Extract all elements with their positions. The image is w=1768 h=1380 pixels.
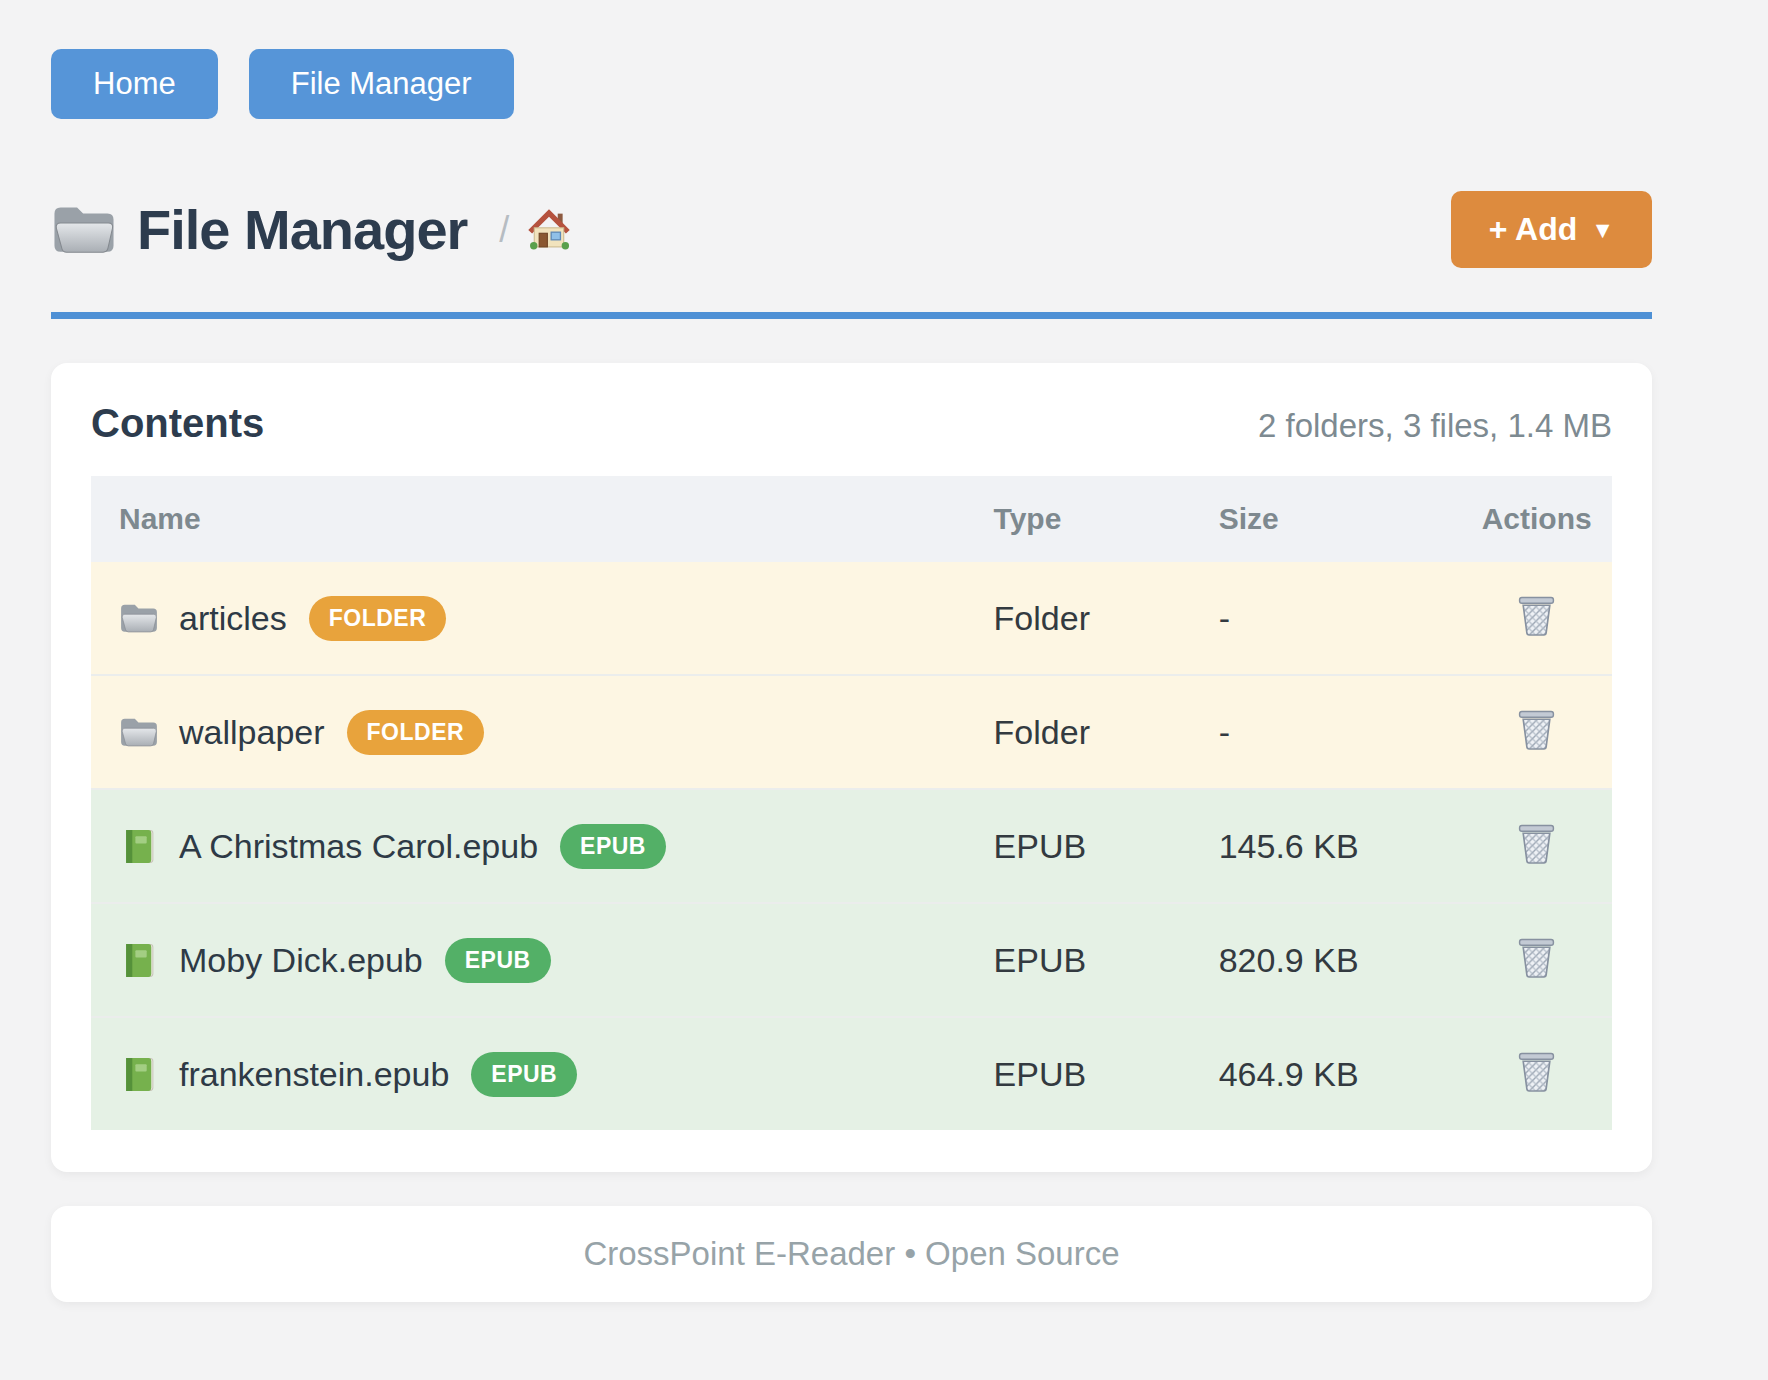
footer-card: CrossPoint E-Reader • Open Source xyxy=(51,1206,1652,1302)
file-type-badge: FOLDER xyxy=(309,596,447,641)
column-header-size: Size xyxy=(1191,476,1462,562)
contents-card: Contents 2 folders, 3 files, 1.4 MB Name… xyxy=(51,363,1652,1172)
book-icon xyxy=(119,942,159,979)
breadcrumb: / xyxy=(499,206,573,254)
trash-icon xyxy=(1518,824,1555,865)
table-header-row: Name Type Size Actions xyxy=(91,476,1612,562)
table-row[interactable]: articles FOLDER Folder - xyxy=(91,562,1612,675)
file-size: - xyxy=(1191,562,1462,675)
file-manager-button[interactable]: File Manager xyxy=(249,49,514,119)
file-name[interactable]: articles xyxy=(179,599,287,638)
trash-icon xyxy=(1518,1052,1555,1093)
add-button[interactable]: + Add ▼ xyxy=(1451,191,1652,268)
table-row[interactable]: frankenstein.epub EPUB EPUB 464.9 KB xyxy=(91,1017,1612,1130)
file-type-badge: EPUB xyxy=(560,824,666,869)
page: Home File Manager File Manager / xyxy=(0,0,1703,1302)
trash-icon xyxy=(1518,938,1555,979)
contents-heading: Contents xyxy=(91,401,264,446)
file-size: 464.9 KB xyxy=(1191,1017,1462,1130)
contents-card-header: Contents 2 folders, 3 files, 1.4 MB xyxy=(91,401,1612,446)
column-header-type: Type xyxy=(966,476,1191,562)
breadcrumb-separator: / xyxy=(499,209,509,251)
file-name[interactable]: Moby Dick.epub xyxy=(179,941,423,980)
file-table: Name Type Size Actions articles FOLDER F… xyxy=(91,476,1612,1130)
page-header: File Manager / + Add ▼ xyxy=(51,191,1652,268)
file-type: EPUB xyxy=(966,903,1191,1017)
page-title: File Manager xyxy=(137,197,467,262)
trash-icon xyxy=(1518,596,1555,637)
file-type-badge: EPUB xyxy=(471,1052,577,1097)
column-header-name: Name xyxy=(91,476,966,562)
file-name[interactable]: A Christmas Carol.epub xyxy=(179,827,538,866)
book-icon xyxy=(119,828,159,865)
table-row[interactable]: A Christmas Carol.epub EPUB EPUB 145.6 K… xyxy=(91,789,1612,903)
file-name[interactable]: frankenstein.epub xyxy=(179,1055,449,1094)
table-row[interactable]: wallpaper FOLDER Folder - xyxy=(91,675,1612,789)
file-size: 820.9 KB xyxy=(1191,903,1462,1017)
add-button-label: + Add xyxy=(1489,211,1578,248)
file-type-badge: EPUB xyxy=(445,938,551,983)
trash-icon xyxy=(1518,710,1555,751)
column-header-actions: Actions xyxy=(1461,476,1612,562)
delete-button[interactable] xyxy=(1514,706,1559,755)
footer-text: CrossPoint E-Reader • Open Source xyxy=(583,1235,1119,1273)
folder-icon xyxy=(119,602,159,635)
top-nav: Home File Manager xyxy=(51,49,1703,119)
folder-icon xyxy=(119,716,159,749)
delete-button[interactable] xyxy=(1514,934,1559,983)
file-size: - xyxy=(1191,675,1462,789)
folder-icon xyxy=(51,202,117,258)
contents-summary: 2 folders, 3 files, 1.4 MB xyxy=(1258,407,1612,445)
table-row[interactable]: Moby Dick.epub EPUB EPUB 820.9 KB xyxy=(91,903,1612,1017)
file-table-body: articles FOLDER Folder - wallpaper FOL xyxy=(91,562,1612,1130)
delete-button[interactable] xyxy=(1514,592,1559,641)
file-type-badge: FOLDER xyxy=(347,710,485,755)
file-name[interactable]: wallpaper xyxy=(179,713,325,752)
home-icon[interactable] xyxy=(525,206,573,254)
home-button[interactable]: Home xyxy=(51,49,218,119)
book-icon xyxy=(119,1056,159,1093)
title-divider xyxy=(51,312,1652,319)
file-type: EPUB xyxy=(966,1017,1191,1130)
file-type: Folder xyxy=(966,562,1191,675)
chevron-down-icon: ▼ xyxy=(1591,217,1614,244)
file-size: 145.6 KB xyxy=(1191,789,1462,903)
delete-button[interactable] xyxy=(1514,1048,1559,1097)
file-type: Folder xyxy=(966,675,1191,789)
delete-button[interactable] xyxy=(1514,820,1559,869)
title-group: File Manager / xyxy=(51,197,573,262)
file-type: EPUB xyxy=(966,789,1191,903)
